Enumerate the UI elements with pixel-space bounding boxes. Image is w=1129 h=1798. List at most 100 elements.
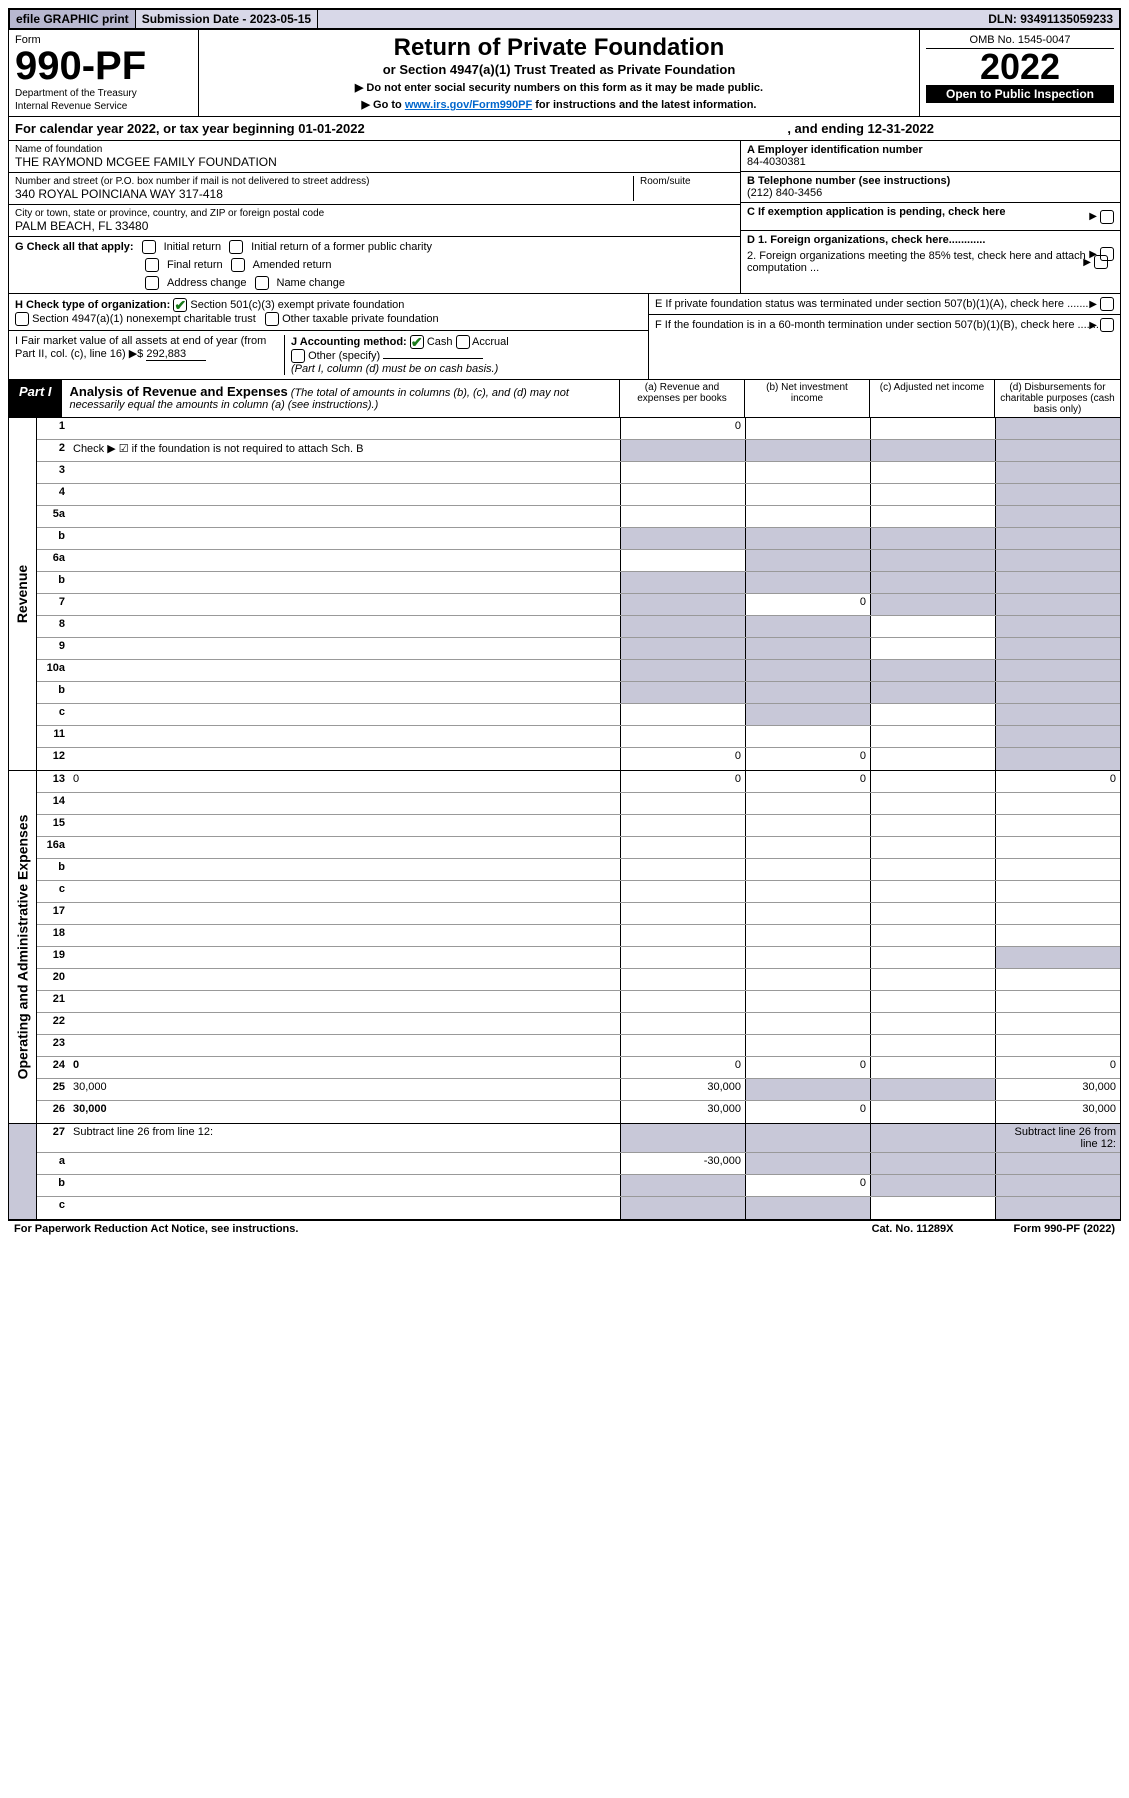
cell-d <box>995 748 1120 770</box>
cell-c <box>870 638 995 659</box>
checkbox-4947[interactable] <box>15 312 29 326</box>
cell-d <box>995 815 1120 836</box>
cell-b <box>745 418 870 439</box>
cell-c <box>870 506 995 527</box>
cell-a <box>620 506 745 527</box>
col-d-head: (d) Disbursements for charitable purpose… <box>995 380 1120 417</box>
row-desc <box>69 793 620 814</box>
row-num: b <box>37 528 69 549</box>
cell-d <box>995 1197 1120 1219</box>
cell-blank <box>620 440 745 461</box>
checkbox-501c3[interactable] <box>173 298 187 312</box>
room-label: Room/suite <box>640 176 734 187</box>
d2-label: 2. Foreign organizations meeting the 85%… <box>747 250 1086 274</box>
form-ref: Form 990-PF (2022) <box>1014 1223 1115 1235</box>
checkbox-d2[interactable] <box>1094 255 1108 269</box>
table-row: 2630,00030,000030,000 <box>37 1101 1120 1123</box>
irs-link[interactable]: www.irs.gov/Form990PF <box>405 99 532 111</box>
cell-blank <box>995 440 1120 461</box>
opt-initial-former: Initial return of a former public charit… <box>251 241 432 253</box>
checkbox-initial-return[interactable] <box>142 240 156 254</box>
row-desc <box>69 594 620 615</box>
cell-c <box>870 947 995 968</box>
cell-b <box>745 682 870 703</box>
checkbox-initial-former[interactable] <box>229 240 243 254</box>
table-row: 5a <box>37 506 1120 528</box>
row-desc <box>69 1175 620 1196</box>
cell-c <box>870 881 995 902</box>
row-desc: 30,000 <box>69 1079 620 1100</box>
cell-a <box>620 1197 745 1219</box>
row-desc <box>69 969 620 990</box>
cell-d: 30,000 <box>995 1101 1120 1123</box>
row-num: 1 <box>37 418 69 439</box>
row-desc <box>69 748 620 770</box>
table-row: a-30,000 <box>37 1153 1120 1175</box>
cell-b <box>745 881 870 902</box>
cell-d: 30,000 <box>995 1079 1120 1100</box>
efile-print-button[interactable]: efile GRAPHIC print <box>10 10 136 28</box>
checkbox-accrual[interactable] <box>456 335 470 349</box>
cell-a <box>620 682 745 703</box>
cell-d <box>995 925 1120 946</box>
cell-b <box>745 1035 870 1056</box>
cell-a: 30,000 <box>620 1101 745 1123</box>
row-num: 10a <box>37 660 69 681</box>
cell-a <box>620 881 745 902</box>
row-num: 17 <box>37 903 69 924</box>
row-num: c <box>37 881 69 902</box>
phone: (212) 840-3456 <box>747 187 1114 199</box>
cell-c <box>870 1057 995 1078</box>
cell-c <box>870 726 995 747</box>
table-row: b0 <box>37 1175 1120 1197</box>
cell-c <box>870 991 995 1012</box>
cell-a: 0 <box>620 771 745 792</box>
checkbox-address-change[interactable] <box>145 276 159 290</box>
cell-c <box>870 704 995 725</box>
row-desc <box>69 682 620 703</box>
cell-d <box>995 594 1120 615</box>
table-row: 70 <box>37 594 1120 616</box>
checkbox-cash[interactable] <box>410 335 424 349</box>
row-desc <box>69 726 620 747</box>
table-row: 19 <box>37 947 1120 969</box>
row-num: b <box>37 1175 69 1196</box>
arrow-icon <box>1089 210 1097 222</box>
cell-a <box>620 925 745 946</box>
checkbox-amended[interactable] <box>231 258 245 272</box>
dln: DLN: 93491135059233 <box>982 10 1119 28</box>
checkbox-f[interactable] <box>1100 318 1114 332</box>
row-num: 11 <box>37 726 69 747</box>
row-num: 13 <box>37 771 69 792</box>
checkbox-other-taxable[interactable] <box>265 312 279 326</box>
table-row: 130000 <box>37 771 1120 793</box>
i-arrow: ▶$ <box>129 348 144 360</box>
cell-c <box>870 1175 995 1196</box>
cell-b: 0 <box>745 1057 870 1078</box>
row-desc: Subtract line 26 from line 12: <box>69 1124 620 1152</box>
checkbox-e[interactable] <box>1100 297 1114 311</box>
expenses-label: Operating and Administrative Expenses <box>15 815 31 1080</box>
table-row: 16a <box>37 837 1120 859</box>
cell-b <box>745 704 870 725</box>
section-hij: H Check type of organization: Section 50… <box>8 294 1121 380</box>
cell-d <box>995 1035 1120 1056</box>
cell-c <box>870 793 995 814</box>
cell-c <box>870 1124 995 1152</box>
cell-b: 0 <box>745 594 870 615</box>
cell-a <box>620 1013 745 1034</box>
cell-d <box>995 726 1120 747</box>
cell-c <box>870 528 995 549</box>
cell-d <box>995 660 1120 681</box>
checkbox-c[interactable] <box>1100 210 1114 224</box>
opt-501c3: Section 501(c)(3) exempt private foundat… <box>190 299 404 311</box>
checkbox-final-return[interactable] <box>145 258 159 272</box>
row-desc <box>69 550 620 571</box>
col-a-head: (a) Revenue and expenses per books <box>620 380 745 417</box>
table-row: 11 <box>37 726 1120 748</box>
table-row: 14 <box>37 793 1120 815</box>
checkbox-name-change[interactable] <box>255 276 269 290</box>
row-desc <box>69 903 620 924</box>
cell-b <box>745 969 870 990</box>
checkbox-other-method[interactable] <box>291 349 305 363</box>
